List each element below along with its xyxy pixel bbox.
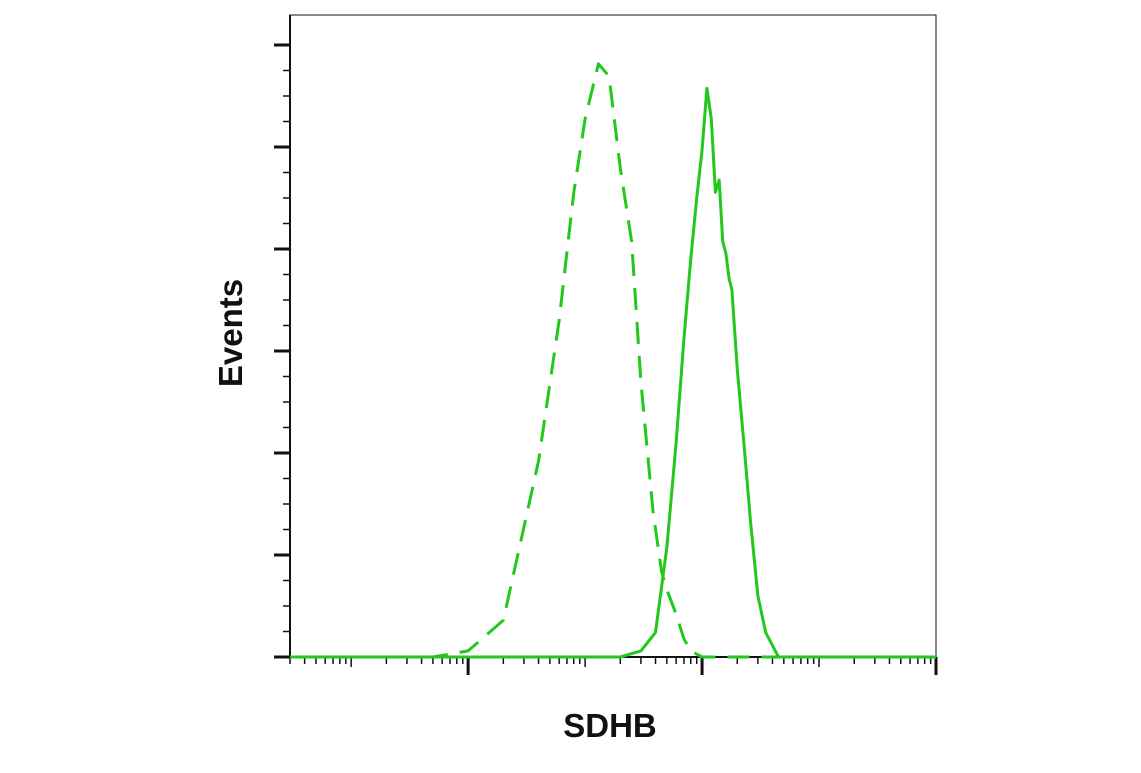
y-axis-ticks bbox=[274, 43, 290, 659]
x-axis-ticks bbox=[289, 657, 938, 675]
x-axis-label: SDHB bbox=[563, 707, 657, 744]
series-line-dashed bbox=[290, 62, 936, 659]
plot-frame bbox=[289, 14, 937, 658]
plot-border bbox=[289, 14, 937, 658]
y-axis-label: Events bbox=[212, 279, 249, 387]
series-line-solid bbox=[290, 86, 936, 659]
series-layer bbox=[290, 62, 936, 659]
